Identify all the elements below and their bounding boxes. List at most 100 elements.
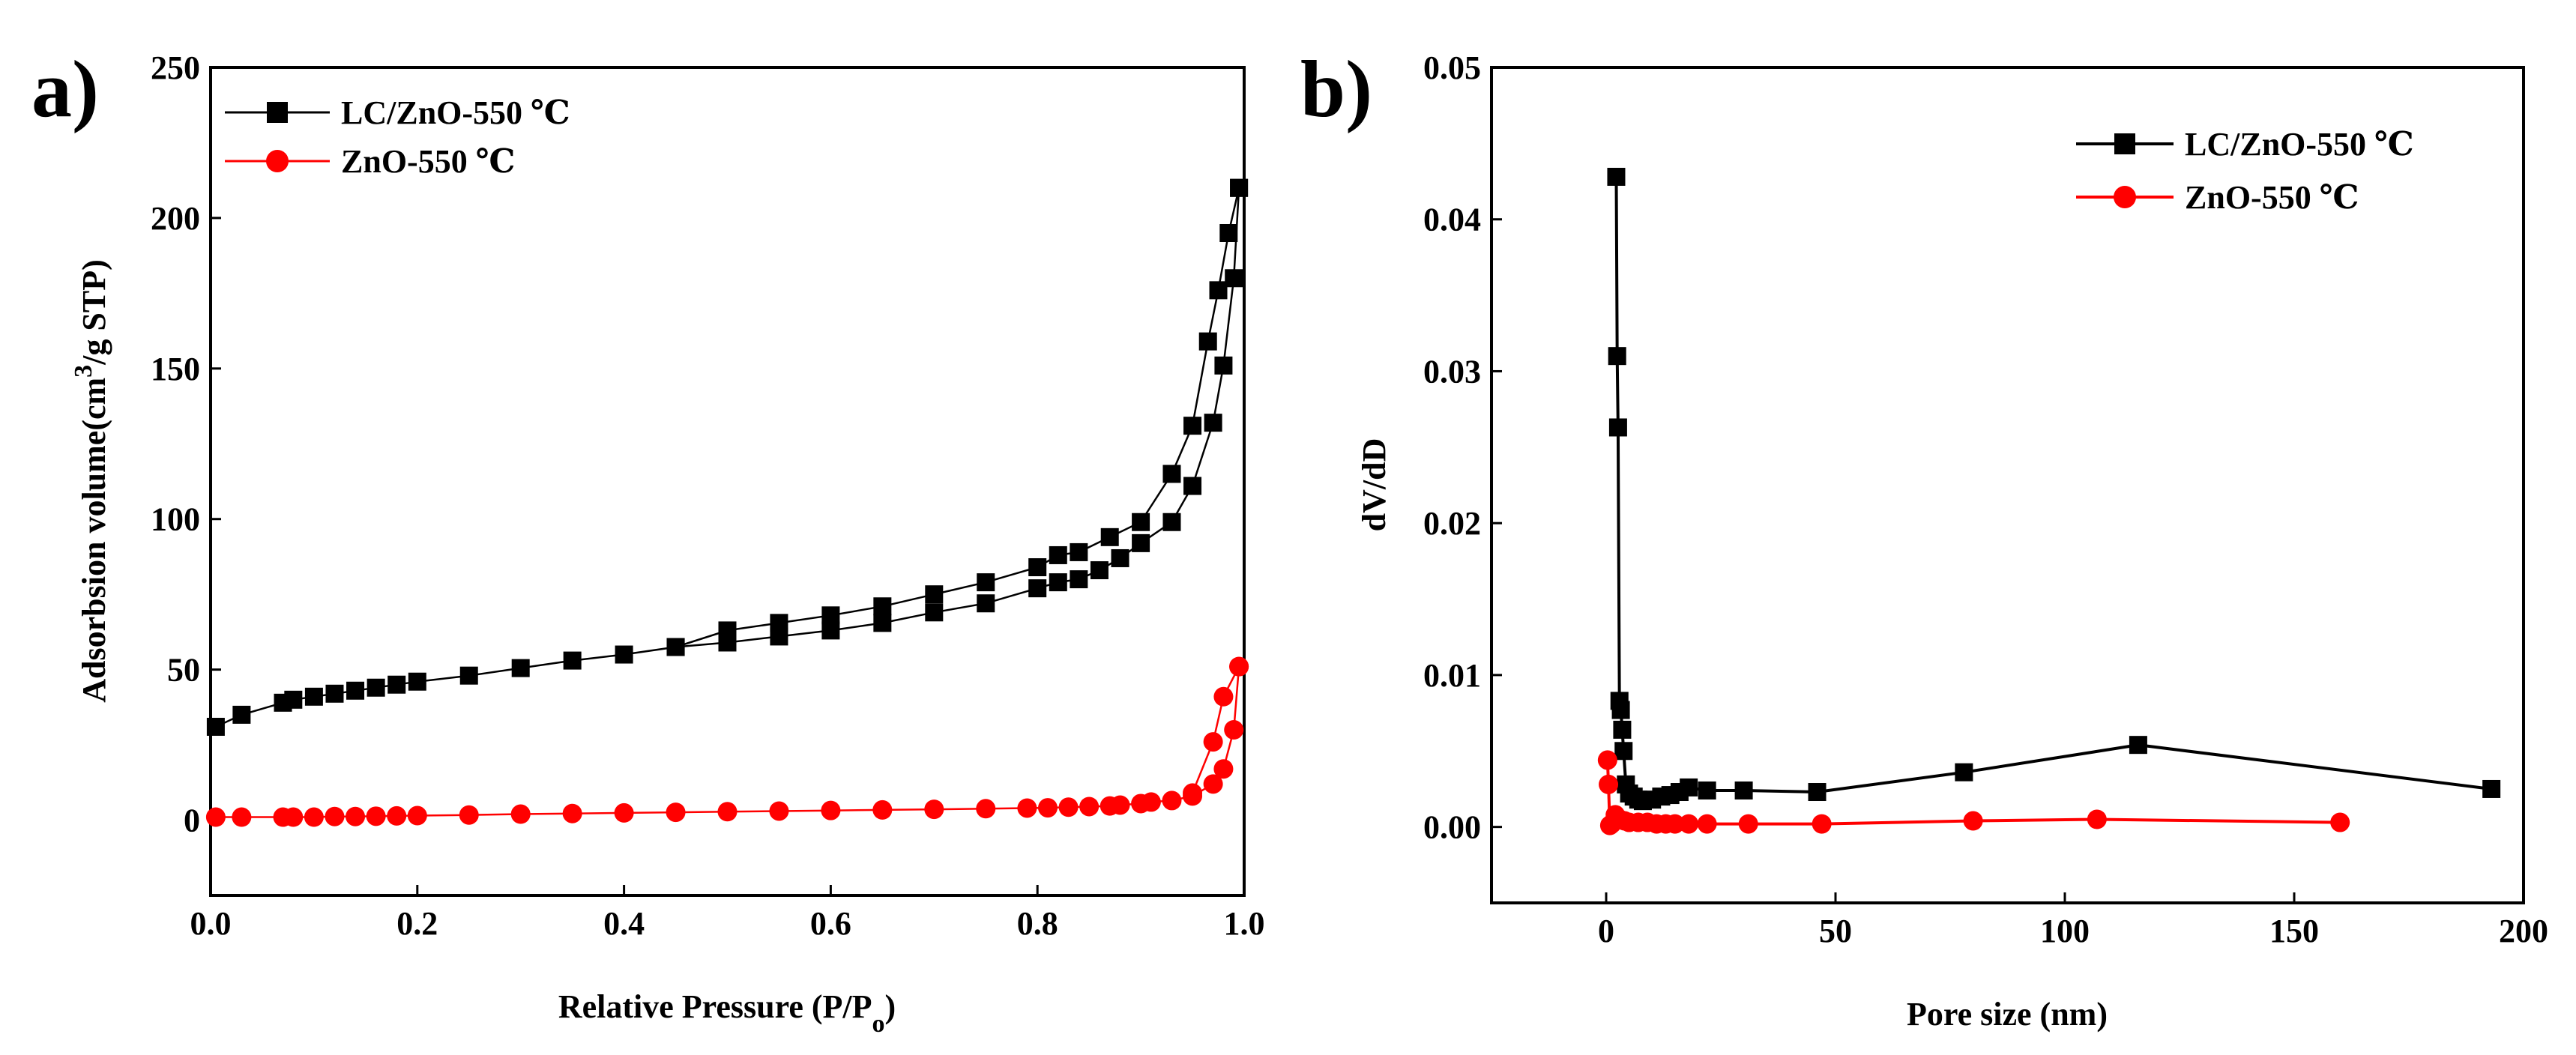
panel-a-point-zno [1224, 720, 1244, 740]
panel-b-point-lczno [1680, 778, 1698, 796]
panel-b-point-lczno [1808, 783, 1827, 802]
panel-a-point-zno [205, 807, 226, 827]
panel-a-point-lczno-desorption [1230, 178, 1249, 197]
panel-a-y-axis-title-end: /g STP) [76, 259, 112, 366]
panel-b-y-tick-label: 0.01 [1423, 657, 1481, 694]
panel-a-point-zno [283, 807, 304, 827]
panel-a-x-axis-title-end: ) [885, 988, 896, 1025]
panel-a-label: a) [31, 45, 99, 134]
panel-a-point-lczno [511, 659, 530, 677]
panel-a-y-axis-title-sup: 3 [70, 365, 97, 378]
panel-a-series-line-zno-desorption [1191, 666, 1240, 793]
panel-a-x-tick-label: 0.4 [603, 905, 645, 942]
panel-a-y-tick-label: 0 [184, 802, 200, 839]
panel-b-point-zno [1963, 811, 1983, 831]
panel-a-point-lczno [346, 681, 365, 700]
panel-a-point-zno [562, 803, 582, 823]
panel-a-point-lczno-desorption [1070, 542, 1088, 561]
panel-b-legend-label-zno: ZnO-550 ℃ [2185, 179, 2359, 216]
panel-a-point-zno [717, 802, 737, 822]
panel-a-x-axis-title-main: Relative Pressure (P/P [558, 988, 872, 1025]
panel-a-point-zno [510, 804, 531, 824]
panel-a-point-lczno-desorption [925, 585, 944, 604]
panel-b-point-lczno [1698, 781, 1716, 799]
panel-a-point-lczno [1049, 573, 1067, 592]
panel-a-point-lczno-desorption [1183, 417, 1202, 435]
panel-b-point-zno [1738, 814, 1758, 834]
panel-a-legend-label-zno: ZnO-550 ℃ [341, 143, 515, 180]
panel-a-point-zno [387, 805, 407, 826]
panel-a-legend: LC/ZnO-550 ℃ ZnO-550 ℃ [225, 94, 570, 180]
panel-a-point-lczno [1028, 579, 1047, 598]
panel-a-y-tick-label: 250 [151, 49, 200, 86]
panel-a-series-line-lczno-desorption [675, 187, 1240, 648]
panel-b-point-lczno [1608, 418, 1627, 437]
panel-b-x-tick-label: 50 [1819, 913, 1852, 949]
panel-a-point-lczno [1111, 548, 1129, 567]
panel-a-point-lczno [284, 690, 303, 709]
panel-a-point-lczno [367, 678, 385, 697]
panel-b-chart: b) 0 50 100 150 2000.000.010.020.030.040.05 … [1300, 45, 2548, 1033]
panel-a-point-zno [232, 807, 252, 827]
panel-a-x-tick-label: 0.2 [396, 905, 438, 942]
panel-b-point-zno [1697, 814, 1717, 834]
panel-b-point-lczno [1614, 742, 1633, 761]
panel-a-point-lczno [387, 675, 406, 694]
panel-b-legend-label-lczno: LC/ZnO-550 ℃ [2185, 126, 2414, 163]
panel-b-x-tick-label: 200 [2499, 913, 2548, 949]
panel-a-legend-marker-lczno [267, 102, 288, 123]
panel-b-series [1597, 167, 2501, 835]
panel-b-point-zno [1679, 814, 1699, 834]
panel-a-point-zno-desorption [1213, 686, 1234, 707]
panel-a-point-zno [614, 802, 634, 823]
panel-a-point-lczno [304, 687, 323, 706]
panel-a-y-tick-label: 200 [151, 200, 200, 237]
panel-a-point-lczno [325, 684, 344, 703]
panel-a-point-lczno-desorption [821, 606, 840, 625]
panel-b-x-axis-title: Pore size (nm) [1907, 996, 2108, 1033]
panel-b-x-tick-label: 100 [2040, 913, 2090, 949]
panel-a-point-lczno [1162, 513, 1181, 531]
panel-a-point-zno [1058, 797, 1079, 817]
panel-b-point-zno [2330, 812, 2350, 832]
panel-a-y-axis-title-main: Adsorbsion volume(cm [76, 378, 112, 703]
panel-a-point-lczno [1070, 570, 1088, 589]
panel-a-series [205, 178, 1249, 827]
panel-b-point-lczno [1955, 763, 1973, 782]
panel-a-point-lczno-desorption [1219, 224, 1238, 242]
panel-a-point-lczno-desorption [1162, 465, 1181, 483]
panel-b-point-zno [2087, 809, 2107, 829]
panel-b-y-tick-label: 0.02 [1423, 505, 1481, 542]
panel-a-point-lczno-desorption [1132, 513, 1150, 531]
panel-b-point-lczno [2129, 736, 2147, 755]
panel-b-point-zno [1812, 814, 1832, 834]
panel-a-y-axis-title: Adsorbsion volume(cm3/g STP) [70, 259, 113, 702]
panel-a-point-zno-desorption [1229, 656, 1249, 677]
panel-a-point-zno [407, 805, 427, 826]
panel-b-y-tick-label: 0.03 [1423, 353, 1481, 390]
panel-b-plot-frame [1490, 66, 2525, 904]
panel-a-point-zno [1110, 795, 1130, 815]
panel-a-point-lczno [1090, 561, 1108, 580]
panel-a-chart: a) 0.0 0.2 0.4 0.6 0.8 1.0 0 50 100 150 200 250 Rel… [31, 45, 1265, 1038]
panel-a-point-lczno [615, 645, 633, 664]
panel-a-point-lczno-desorption [1209, 281, 1228, 300]
panel-a-point-lczno [563, 651, 582, 670]
panel-a-point-zno [346, 806, 366, 826]
panel-a-point-lczno-desorption [770, 614, 788, 632]
panel-a-point-lczno-desorption [718, 621, 737, 640]
panel-b-point-lczno [1607, 167, 1626, 186]
panel-a-point-zno [1203, 774, 1223, 794]
panel-a-point-lczno-desorption [1049, 545, 1067, 564]
panel-a-y-tick-label: 150 [151, 351, 200, 387]
panel-a-x-axis-title: Relative Pressure (P/Po) [558, 988, 896, 1038]
panel-a-point-lczno-desorption [873, 597, 892, 616]
panel-a-point-lczno-desorption [666, 638, 685, 656]
panel-a-point-zno [924, 799, 944, 820]
panel-a-point-lczno-desorption [1198, 332, 1217, 351]
panel-a-y-tick-label: 50 [167, 652, 200, 689]
panel-a-legend-marker-zno [266, 150, 289, 172]
panel-a-ticks: 0.0 0.2 0.4 0.6 0.8 1.0 0 50 100 150 200 250 [151, 49, 1265, 942]
panel-a-point-zno-desorption [1203, 732, 1223, 752]
